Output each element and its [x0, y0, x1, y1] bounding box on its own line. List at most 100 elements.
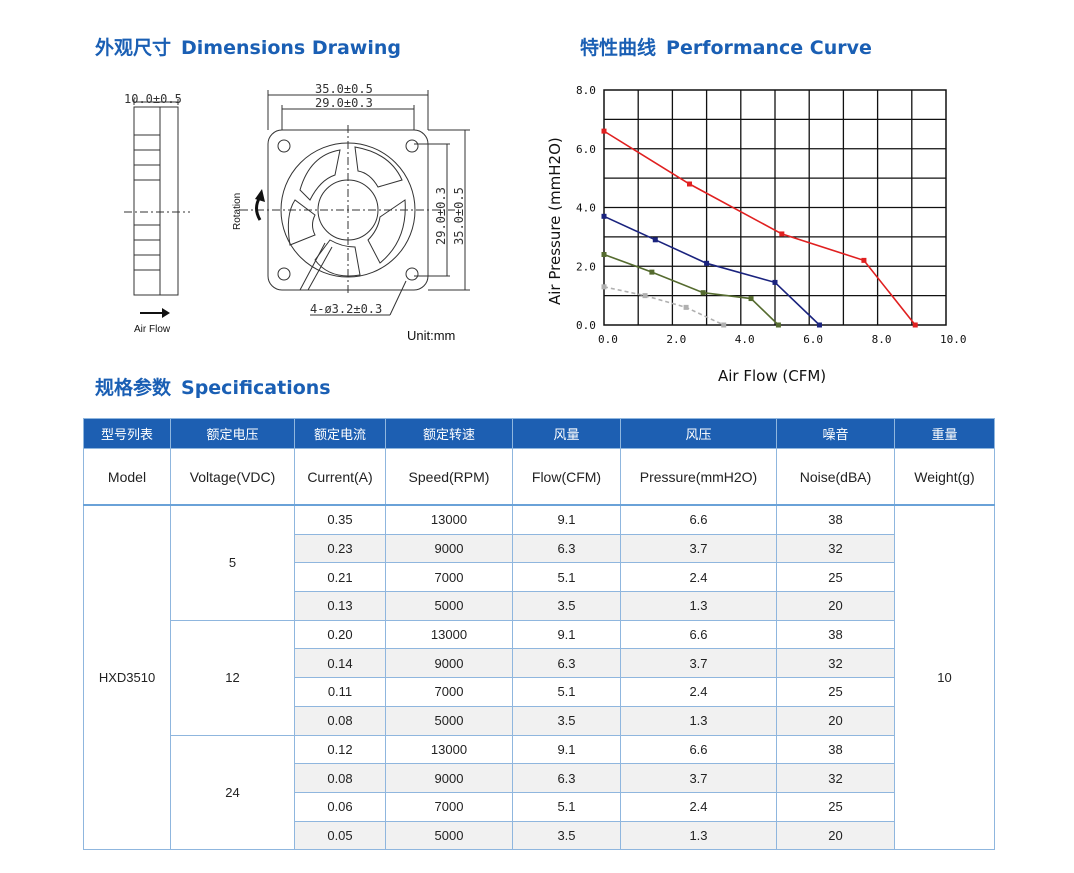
- value-cell: 3.5: [512, 820, 621, 851]
- series-point-0: [912, 322, 918, 328]
- series-point-2: [601, 252, 607, 257]
- header-cn-7: 重量: [894, 418, 995, 449]
- voltage-cell: 5: [170, 504, 295, 621]
- value-cell: 0.08: [294, 705, 386, 736]
- performance-title: 特性曲线 Performance Curve: [580, 33, 872, 60]
- value-cell: 3.7: [620, 763, 777, 793]
- value-cell: 25: [776, 562, 895, 593]
- weight-cell: 10: [894, 504, 995, 851]
- dimensions-title-cn: 外观尺寸: [95, 37, 172, 59]
- table-row: 0.08 5000 3.5 1.3 20: [84, 705, 995, 736]
- series-point-0: [687, 181, 692, 187]
- value-cell: 6.3: [512, 533, 621, 564]
- value-cell: 2.4: [620, 562, 777, 593]
- header-en-0: Model: [83, 448, 171, 506]
- value-cell: 5000: [385, 591, 513, 621]
- value-cell: 9000: [385, 763, 513, 793]
- value-cell: 0.11: [294, 677, 386, 707]
- value-cell: 3.7: [620, 533, 777, 564]
- series-point-2: [775, 322, 781, 328]
- header-cn-1: 额定电压: [170, 418, 295, 449]
- header-cn-2: 额定电流: [294, 418, 386, 449]
- header-cn-4: 风量: [512, 418, 621, 449]
- series-point-1: [652, 237, 658, 243]
- value-cell: 3.7: [620, 648, 777, 679]
- value-cell: 5000: [385, 705, 513, 736]
- table-row: 0.06 7000 5.1 2.4 25: [84, 791, 995, 822]
- model-cell: HXD3510: [83, 504, 171, 851]
- value-cell: 6.6: [620, 734, 777, 765]
- header-cn-5: 风压: [620, 418, 777, 449]
- header-en-5: Pressure(mmH2O): [620, 448, 777, 506]
- value-cell: 20: [776, 591, 895, 621]
- value-cell: 0.13: [294, 591, 386, 621]
- series-point-2: [748, 296, 754, 302]
- header-cn-6: 噪音: [776, 418, 895, 449]
- value-cell: 0.05: [294, 820, 386, 851]
- y-tick-label: 2.0: [576, 260, 596, 273]
- fan-front-view: [240, 90, 470, 316]
- outer-height-label: 35.0±0.5: [452, 187, 466, 245]
- x-tick-label: 4.0: [735, 333, 755, 346]
- value-cell: 5.1: [512, 562, 621, 593]
- header-en-2: Current(A): [294, 448, 386, 506]
- header-en-4: Flow(CFM): [512, 448, 621, 506]
- value-cell: 0.23: [294, 533, 386, 564]
- y-tick-label: 4.0: [576, 202, 596, 215]
- value-cell: 9.1: [512, 504, 621, 535]
- value-cell: 3.5: [512, 705, 621, 736]
- table-row: 0.13 5000 3.5 1.3 20: [84, 591, 995, 621]
- value-cell: 6.6: [620, 504, 777, 535]
- series-point-3: [642, 293, 648, 299]
- value-cell: 20: [776, 705, 895, 736]
- table-row: 0.14 9000 6.3 3.7 32: [84, 648, 995, 679]
- unit-label: Unit:mm: [407, 328, 455, 343]
- table-row: 0.23 9000 6.3 3.7 32: [84, 533, 995, 564]
- performance-title-cn: 特性曲线: [580, 37, 657, 59]
- value-cell: 1.3: [620, 820, 777, 851]
- series-point-1: [772, 279, 778, 285]
- outer-width-label: 35.0±0.5: [315, 82, 373, 96]
- table-row: 0.08 9000 6.3 3.7 32: [84, 763, 995, 793]
- table-body: HXD3510 5 0.35 13000 9.1 6.6 38 10 0.23 9000 6.3 3.…: [83, 504, 995, 851]
- holes-label: 4-ø3.2±0.3: [310, 302, 382, 316]
- value-cell: 13000: [385, 504, 513, 535]
- value-cell: 38: [776, 619, 895, 650]
- value-cell: 7000: [385, 562, 513, 593]
- chart-xlabel: Air Flow (CFM): [718, 367, 826, 385]
- series-line-2: [603, 253, 779, 326]
- x-tick-label: 2.0: [666, 333, 686, 346]
- y-tick-label: 0.0: [576, 319, 596, 332]
- x-tick-label: 0.0: [598, 333, 618, 346]
- value-cell: 9.1: [512, 619, 621, 650]
- series-point-0: [779, 231, 785, 237]
- y-tick-label: 6.0: [576, 143, 596, 156]
- value-cell: 5000: [385, 820, 513, 851]
- header-en-7: Weight(g): [894, 448, 995, 506]
- value-cell: 1.3: [620, 591, 777, 621]
- value-cell: 7000: [385, 791, 513, 822]
- series-point-3: [601, 284, 607, 290]
- specifications-title-cn: 规格参数: [95, 377, 172, 399]
- series-point-1: [601, 213, 607, 219]
- value-cell: 1.3: [620, 705, 777, 736]
- specifications-table: 型号列表 额定电压 额定电流 额定转速 风量 风压 噪音 重量 Model Voltage(VD…: [83, 418, 995, 851]
- voltage-cell: 12: [170, 619, 295, 736]
- series-point-0: [601, 128, 607, 134]
- value-cell: 2.4: [620, 791, 777, 822]
- value-cell: 3.5: [512, 591, 621, 621]
- series-point-1: [816, 322, 822, 328]
- thickness-label: 10.0±0.5: [124, 92, 182, 106]
- value-cell: 38: [776, 504, 895, 535]
- header-en-6: Noise(dBA): [776, 448, 895, 506]
- chart-grid: [603, 89, 947, 326]
- chart-series: [601, 128, 918, 328]
- table-row: HXD3510 5 0.35 13000 9.1 6.6 38 10: [83, 504, 995, 851]
- airflow-label: Air Flow: [134, 324, 171, 335]
- series-point-2: [649, 269, 655, 275]
- voltage-cell: 24: [170, 734, 295, 851]
- value-cell: 6.6: [620, 619, 777, 650]
- value-cell: 32: [776, 648, 895, 679]
- dimensions-title-en: Dimensions Drawing: [181, 37, 401, 59]
- value-cell: 0.08: [294, 763, 386, 793]
